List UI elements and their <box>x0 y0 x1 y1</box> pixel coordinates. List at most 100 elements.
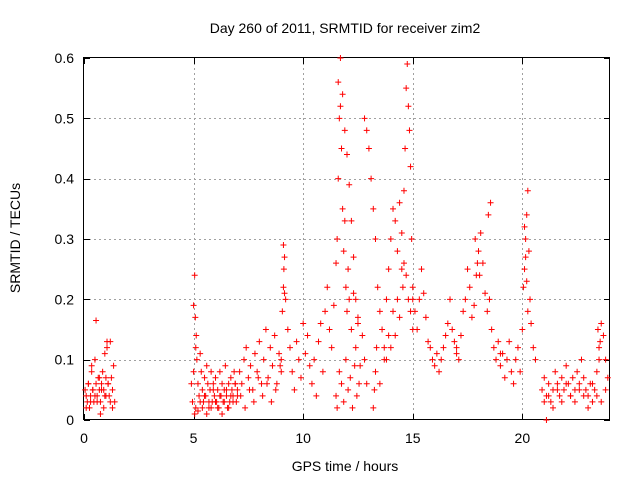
data-point <box>591 386 598 393</box>
data-point <box>520 284 527 291</box>
data-point <box>392 332 399 339</box>
data-point <box>602 356 609 363</box>
data-point <box>527 296 534 303</box>
data-point <box>338 380 345 387</box>
data-point <box>328 344 335 351</box>
data-point <box>370 404 377 411</box>
data-point <box>337 103 344 110</box>
data-point <box>201 392 208 399</box>
data-point <box>349 404 356 411</box>
data-point <box>279 308 286 315</box>
data-point <box>499 350 506 357</box>
data-point <box>340 398 347 405</box>
data-point <box>225 404 232 411</box>
data-point <box>585 404 592 411</box>
data-point <box>352 296 359 303</box>
data-point <box>476 272 483 279</box>
x-tick-label: 5 <box>190 430 198 446</box>
data-point <box>594 326 601 333</box>
data-point <box>287 344 294 351</box>
y-axis-label: SRMTID / TECUs <box>7 183 23 293</box>
data-point <box>356 380 363 387</box>
data-point <box>406 127 413 134</box>
data-point <box>281 290 288 297</box>
data-point <box>453 350 460 357</box>
data-point <box>282 296 289 303</box>
data-point <box>433 350 440 357</box>
data-point <box>225 380 232 387</box>
data-point <box>260 356 267 363</box>
axis-ticks <box>84 58 610 421</box>
data-point <box>560 386 567 393</box>
data-point <box>284 326 291 333</box>
data-point <box>422 314 429 321</box>
data-point <box>234 386 241 393</box>
data-point <box>532 356 539 363</box>
data-point <box>372 368 379 375</box>
data-point <box>558 398 565 405</box>
data-point <box>558 374 565 381</box>
data-point <box>93 380 100 387</box>
data-point <box>191 272 198 279</box>
data-point <box>407 163 414 170</box>
data-point <box>547 398 554 405</box>
data-point <box>345 386 352 393</box>
data-point <box>291 386 298 393</box>
data-point <box>89 386 96 393</box>
data-point <box>98 380 105 387</box>
data-point <box>472 236 479 242</box>
data-point <box>271 332 278 339</box>
data-point <box>522 254 529 261</box>
data-point <box>365 145 372 152</box>
data-point <box>342 284 349 291</box>
data-point <box>214 404 221 411</box>
data-point <box>460 308 467 315</box>
data-point <box>371 386 378 393</box>
data-point <box>385 266 392 273</box>
data-point <box>387 344 394 351</box>
data-point <box>582 386 589 393</box>
grid-lines <box>84 58 610 420</box>
data-point <box>242 404 249 411</box>
data-point <box>278 368 285 375</box>
data-point <box>523 278 530 285</box>
data-point <box>379 326 386 333</box>
data-point <box>462 296 469 303</box>
y-tick-labels: 0 0.1 0.2 0.3 0.4 0.5 0.6 <box>55 50 75 428</box>
data-point <box>346 296 353 303</box>
data-point <box>188 380 195 387</box>
data-point <box>297 374 304 381</box>
data-point <box>425 338 432 345</box>
data-point <box>353 392 360 399</box>
data-point <box>368 175 375 182</box>
data-point <box>91 356 98 363</box>
data-point <box>192 344 199 351</box>
data-point <box>524 308 531 315</box>
data-point <box>192 404 199 411</box>
data-point <box>109 386 116 393</box>
data-point <box>479 260 486 267</box>
data-point <box>110 362 117 369</box>
data-point <box>278 356 285 363</box>
data-point <box>383 356 390 363</box>
data-point <box>598 320 605 327</box>
data-point <box>451 338 458 345</box>
data-point <box>281 254 288 261</box>
data-point <box>522 236 529 242</box>
data-point <box>487 199 494 206</box>
data-point <box>519 326 526 333</box>
data-point <box>289 368 296 375</box>
data-point <box>189 398 196 405</box>
y-tick-label: 0.6 <box>55 50 75 66</box>
data-point <box>350 254 357 261</box>
data-point <box>212 374 219 381</box>
data-points <box>82 55 611 423</box>
data-point <box>100 404 107 411</box>
data-point <box>545 380 552 387</box>
data-point <box>486 296 493 303</box>
data-point <box>191 410 198 417</box>
data-point <box>418 266 425 273</box>
data-point <box>363 380 370 387</box>
data-point <box>400 187 407 194</box>
